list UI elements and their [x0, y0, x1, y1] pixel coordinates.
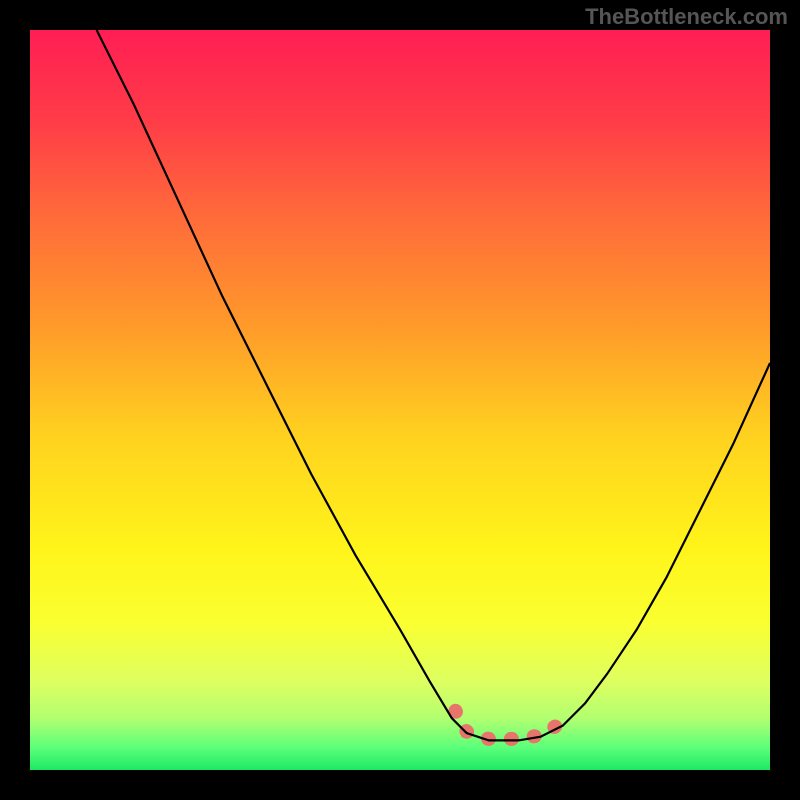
chart-container: TheBottleneck.com	[0, 0, 800, 800]
bottleneck-curve-chart	[0, 0, 800, 800]
watermark-label: TheBottleneck.com	[585, 4, 788, 30]
gradient-background	[30, 30, 770, 770]
